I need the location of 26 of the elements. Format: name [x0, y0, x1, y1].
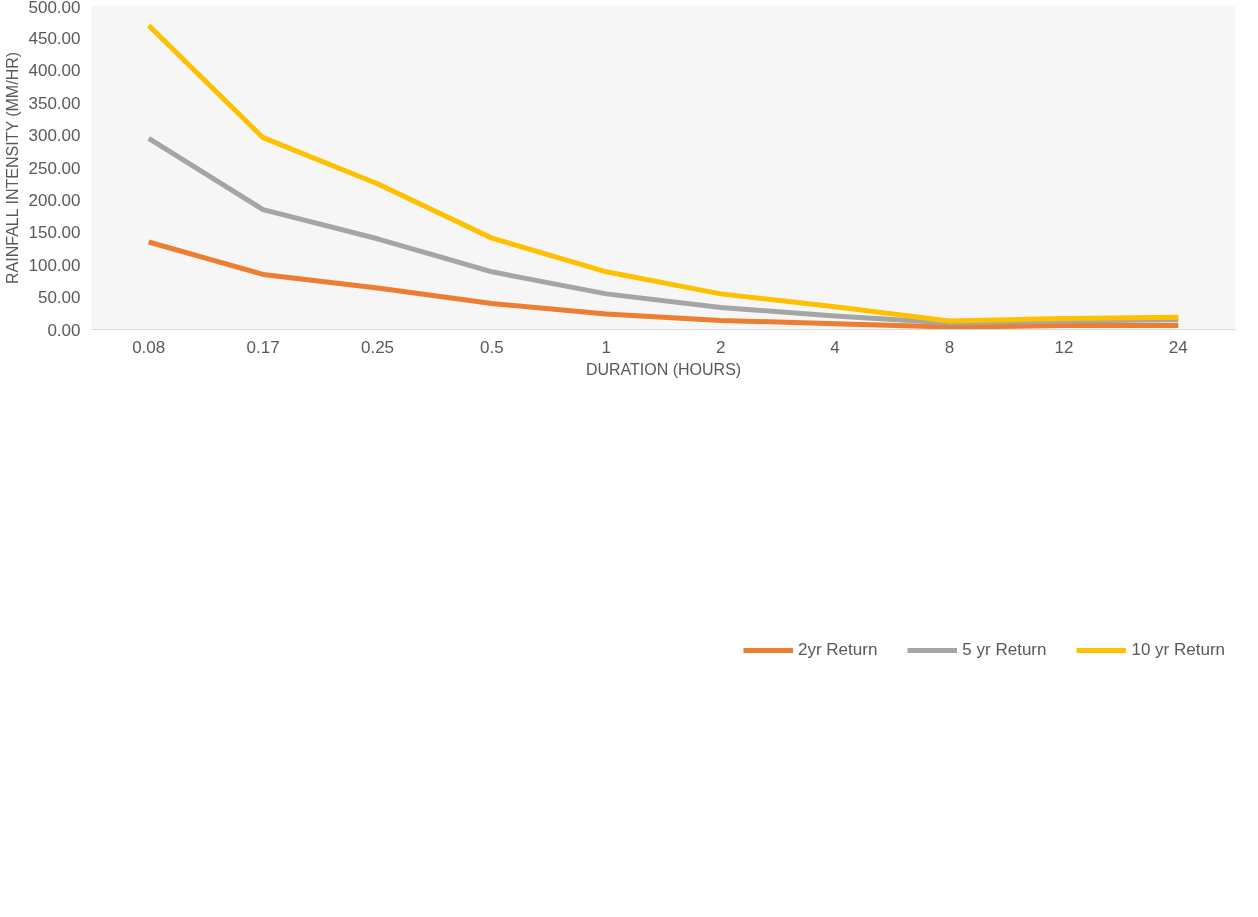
x-tick-label: 4 — [830, 337, 840, 357]
legend-label: 5 yr Return — [962, 640, 1047, 660]
y-tick-label: 500.00 — [28, 0, 81, 17]
x-tick-label: 0.25 — [360, 337, 395, 357]
x-tick-label: 24 — [1168, 337, 1188, 357]
legend-label: 10 yr Return — [1131, 640, 1225, 660]
y-tick-label: 300.00 — [28, 126, 81, 146]
y-tick-label: 150.00 — [28, 223, 81, 243]
x-tick-label: 0.08 — [132, 337, 166, 357]
x-tick-label: 1 — [601, 337, 612, 357]
y-tick-label: 250.00 — [28, 158, 81, 178]
x-tick-label: 0.5 — [480, 337, 504, 357]
y-tick-label: 200.00 — [28, 190, 81, 210]
legend-label: 2yr Return — [797, 640, 878, 660]
y-tick-label: 50.00 — [37, 288, 81, 308]
y-tick-label: 350.00 — [28, 93, 81, 113]
y-tick-label: 100.00 — [28, 255, 81, 275]
x-tick-label: 0.17 — [246, 337, 280, 357]
y-tick-label: 450.00 — [28, 28, 81, 48]
y-tick-label: 0.00 — [47, 320, 81, 340]
y-axis-title: RAINFALL INTENSITY (MM/HR) — [3, 51, 21, 284]
y-tick-label: 400.00 — [28, 61, 81, 81]
x-axis-title: DURATION (HOURS) — [585, 360, 742, 378]
x-tick-label: 12 — [1054, 337, 1074, 357]
x-tick-label: 2 — [715, 337, 726, 357]
x-tick-label: 8 — [944, 337, 955, 357]
